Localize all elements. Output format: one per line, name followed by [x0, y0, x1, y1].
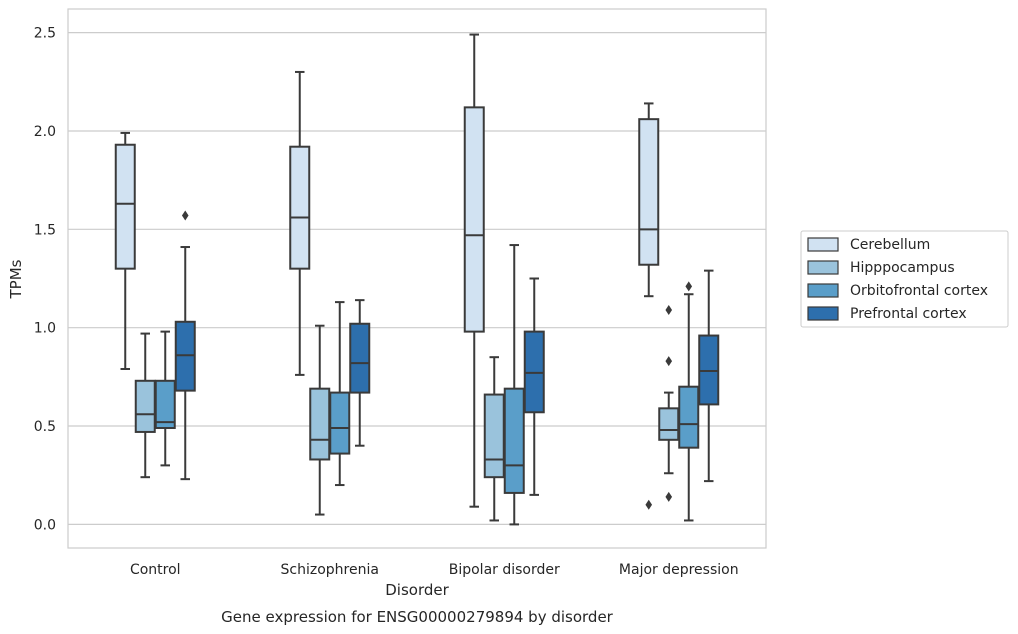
legend: Cerebellum Hipppocampus Orbitofrontal cort…	[800, 230, 1009, 328]
x-tick-label: Bipolar disorder	[449, 562, 560, 578]
box-body	[289, 145, 311, 270]
box	[638, 102, 660, 510]
box	[349, 299, 371, 447]
box	[309, 324, 331, 516]
y-tick-label: 2.0	[34, 124, 56, 140]
y-axis-ticks: 0.0 0.5 1.0 1.5 2.0 2.5	[34, 26, 56, 534]
box	[503, 244, 525, 526]
box-body	[309, 387, 331, 461]
legend-label: Orbitofrontal cortex	[850, 283, 988, 299]
box-body	[349, 322, 371, 394]
y-tick-label: 0.0	[34, 517, 56, 533]
box	[678, 281, 700, 522]
legend-label: Prefrontal cortex	[850, 306, 967, 322]
box	[483, 356, 505, 522]
box	[154, 330, 176, 467]
plot-area	[67, 8, 767, 549]
series-hipppocampus	[134, 304, 680, 522]
box	[329, 301, 351, 487]
box-body	[638, 118, 660, 266]
y-tick-label: 1.0	[34, 321, 56, 337]
legend-frame	[800, 230, 1009, 328]
y-tick-label: 0.5	[34, 419, 56, 435]
series-orbitofrontal-cortex	[154, 244, 700, 526]
box-body	[154, 379, 176, 430]
legend-item: Prefrontal cortex	[807, 306, 967, 322]
box-body	[503, 387, 525, 494]
box	[114, 131, 136, 370]
box	[698, 269, 720, 483]
box-body	[483, 393, 505, 479]
legend-swatch	[807, 237, 839, 252]
box	[174, 210, 196, 481]
series-prefrontal-cortex	[174, 210, 720, 496]
outlier-point	[665, 356, 673, 367]
box	[289, 70, 311, 376]
legend-swatch	[807, 306, 839, 321]
box-body	[329, 391, 351, 455]
box	[134, 332, 156, 479]
box-body	[463, 106, 485, 333]
x-axis-ticks: Control Schizophrenia Bipolar disorder Majo…	[130, 562, 739, 578]
legend-label: Cerebellum	[850, 237, 930, 253]
outlier-point	[665, 491, 673, 502]
legend-item: Orbitofrontal cortex	[807, 283, 988, 299]
box-body	[134, 379, 156, 433]
box	[523, 277, 545, 496]
outlier-point	[181, 210, 189, 221]
box-body	[678, 385, 700, 449]
y-tick-label: 2.5	[34, 26, 56, 42]
legend-item: Hipppocampus	[807, 260, 955, 276]
outlier-point	[665, 304, 673, 315]
box-body	[658, 407, 680, 441]
legend-item: Cerebellum	[807, 237, 930, 253]
x-tick-label: Control	[130, 562, 181, 578]
series-cerebellum	[114, 33, 660, 510]
legend-swatch	[807, 260, 839, 275]
x-tick-label: Schizophrenia	[281, 562, 379, 578]
outlier-point	[645, 499, 653, 510]
box-groups	[114, 33, 720, 526]
outlier-point	[685, 281, 693, 292]
legend-label: Hipppocampus	[850, 260, 955, 276]
legend-swatch	[807, 283, 839, 298]
box	[463, 33, 485, 508]
y-tick-label: 1.5	[34, 222, 56, 238]
x-tick-label: Major depression	[619, 562, 739, 578]
y-axis-label: TPMs	[7, 259, 25, 299]
x-axis-label: Disorder	[385, 581, 449, 599]
figure-caption: Gene expression for ENSG00000279894 by d…	[221, 608, 614, 626]
box	[658, 304, 680, 502]
grid-lines	[68, 32, 766, 525]
box-body	[114, 143, 136, 270]
